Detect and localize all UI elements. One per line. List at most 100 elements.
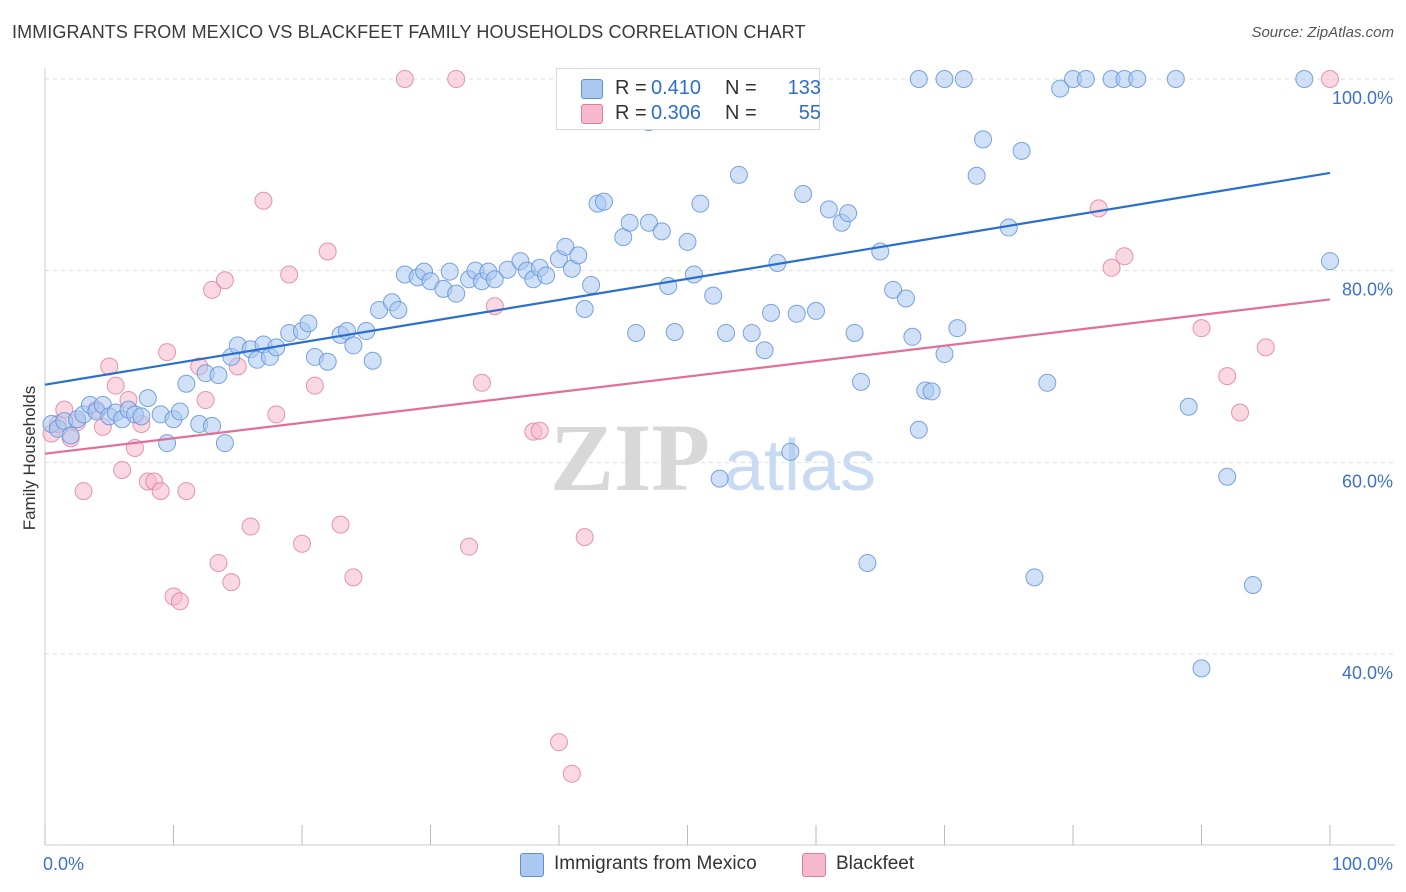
mexico-point	[498, 260, 517, 279]
chart-legend: Immigrants from Mexico Blackfeet	[0, 850, 1406, 878]
mexico-point	[909, 420, 928, 439]
n-value: 133	[787, 77, 821, 99]
blackfeet-point	[1192, 319, 1211, 338]
mexico-point	[896, 289, 915, 308]
mexico-point	[1218, 467, 1237, 486]
y-tick-label: 60.0%	[1342, 471, 1393, 491]
mexico-point	[858, 553, 877, 572]
blackfeet-point	[106, 376, 125, 395]
mexico-point	[177, 374, 196, 393]
mexico-point	[948, 319, 967, 338]
mexico-point	[1243, 576, 1262, 594]
mexico-point	[717, 323, 736, 342]
mexico-point	[582, 276, 601, 295]
blackfeet-point	[158, 343, 177, 362]
stats-swatch-pink	[581, 104, 603, 124]
mexico-point	[1166, 70, 1185, 88]
axes	[44, 68, 1395, 846]
mexico-point	[594, 192, 613, 211]
mexico-point	[839, 204, 858, 223]
chart-title: IMMIGRANTS FROM MEXICO VS BLACKFEET FAMI…	[12, 22, 806, 42]
mexico-point	[704, 286, 723, 305]
blackfeet-point	[203, 280, 222, 299]
blackfeet-point	[1321, 70, 1339, 88]
blackfeet-point	[215, 271, 234, 290]
blackfeet-point	[550, 733, 568, 752]
blackfeet-point	[395, 70, 414, 88]
watermark: ZIP atlas	[550, 404, 876, 511]
blackfeet-point	[1256, 338, 1275, 357]
blackfeet-point	[1218, 367, 1237, 386]
mexico-point	[781, 442, 800, 461]
mexico-point	[1038, 373, 1057, 392]
mexico-point	[794, 185, 813, 203]
axis-tick-labels: 100.0% 80.0% 60.0% 40.0% 0.0% 100.0%	[43, 88, 1393, 874]
legend-swatch-blue	[520, 853, 544, 877]
source-credit: Source: ZipAtlas.com	[1251, 24, 1394, 41]
legend-label: Immigrants from Mexico	[554, 853, 757, 874]
r-label: R =	[615, 77, 647, 99]
n-label: N =	[725, 77, 757, 99]
mexico-point	[138, 389, 157, 408]
mexico-point	[556, 237, 575, 256]
blackfeet-point	[575, 528, 594, 547]
r-label: R =	[615, 102, 647, 124]
mexico-point	[158, 434, 177, 453]
mexico-point	[299, 314, 318, 333]
blackfeet-point	[113, 461, 132, 479]
blackfeet-point	[1102, 258, 1121, 277]
blackfeet-point	[1115, 247, 1134, 266]
blackfeet-point	[1089, 199, 1108, 218]
stats-swatch-blue	[581, 79, 603, 99]
mexico-point	[922, 382, 941, 401]
mexico-point	[318, 352, 337, 371]
r-value: 0.306	[651, 102, 702, 124]
mexico-point	[807, 301, 825, 320]
legend-label: Blackfeet	[836, 853, 915, 874]
mexico-point	[909, 70, 928, 88]
mexico-point	[967, 166, 986, 185]
mexico-point	[935, 345, 954, 364]
mexico-point	[447, 284, 466, 303]
mexico-point	[1051, 79, 1070, 98]
mexico-point	[1128, 70, 1147, 88]
mexico-point	[729, 165, 748, 184]
blackfeet-point	[196, 391, 215, 410]
blackfeet-point	[318, 242, 337, 261]
blackfeet-point	[530, 421, 549, 440]
blackfeet-point	[472, 373, 491, 392]
mexico-point	[678, 232, 697, 251]
mexico-trend-line	[44, 171, 1331, 386]
blackfeet-point	[267, 405, 286, 424]
mexico-point	[627, 323, 646, 342]
gridlines	[45, 78, 1395, 655]
mexico-point	[363, 351, 382, 370]
blackfeet-point	[331, 515, 350, 534]
watermark-zip: ZIP	[550, 404, 710, 511]
mexico-point	[884, 280, 903, 299]
mexico-point	[485, 270, 504, 289]
mexico-point	[684, 265, 703, 284]
legend-swatch-pink	[802, 853, 826, 877]
mexico-point	[755, 341, 774, 360]
mexico-point	[575, 300, 594, 318]
n-label: N =	[725, 102, 757, 124]
mexico-point	[652, 222, 671, 241]
blackfeet-point	[254, 191, 273, 210]
mexico-point	[954, 70, 973, 88]
mexico-point	[935, 70, 954, 88]
mexico-point	[639, 213, 658, 232]
y-tick-label: 40.0%	[1342, 663, 1393, 683]
mexico-point	[1025, 568, 1044, 587]
mexico-point	[344, 336, 363, 355]
blackfeet-point	[177, 482, 196, 501]
y-tick-label: 80.0%	[1342, 280, 1393, 300]
correlation-stats-box: R = 0.410 N = 133 R = 0.306 N = 55	[556, 68, 821, 130]
x-tick-label: 100.0%	[1332, 854, 1393, 874]
watermark-atlas: atlas	[724, 426, 876, 506]
mexico-point	[787, 304, 806, 323]
mexico-point	[762, 303, 781, 322]
mexico-point	[710, 469, 729, 488]
mexico-point	[440, 262, 459, 281]
